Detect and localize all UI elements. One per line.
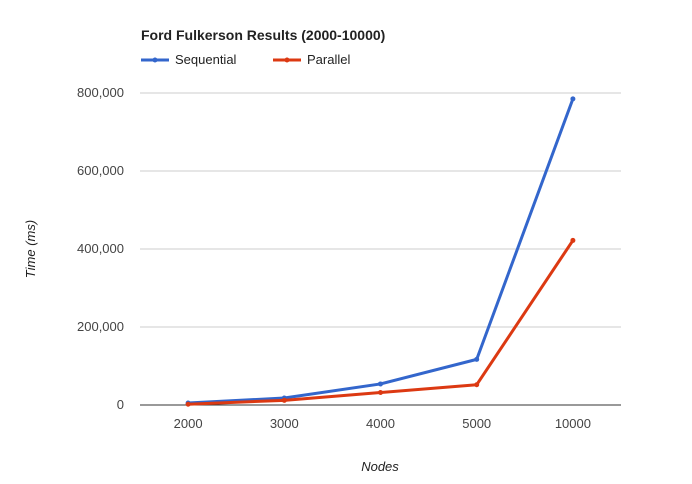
gridlines [140, 92, 621, 328]
y-tick-label: 400,000 [77, 241, 124, 256]
data-point-parallel [281, 397, 287, 403]
data-point-parallel [474, 382, 480, 388]
legend-item-parallel: Parallel [273, 52, 350, 67]
x-axis-ticks: 2000 3000 4000 5000 10000 [174, 416, 591, 431]
x-tick-label: 2000 [174, 416, 203, 431]
x-tick-label: 5000 [462, 416, 491, 431]
y-tick-label: 800,000 [77, 85, 124, 100]
y-tick-label: 600,000 [77, 163, 124, 178]
legend-marker-sequential [152, 57, 158, 63]
x-tick-label: 3000 [270, 416, 299, 431]
legend-label-sequential: Sequential [175, 52, 237, 67]
legend-marker-parallel [284, 57, 290, 63]
y-axis-ticks: 0 200,000 400,000 600,000 800,000 [77, 85, 124, 412]
legend: Sequential Parallel [141, 52, 350, 67]
data-point-parallel [185, 401, 191, 407]
data-point-sequential [570, 96, 576, 102]
data-point-sequential [378, 381, 383, 387]
x-tick-label: 4000 [366, 416, 395, 431]
legend-label-parallel: Parallel [307, 52, 350, 67]
x-tick-label: 10000 [555, 416, 591, 431]
legend-item-sequential: Sequential [141, 52, 237, 67]
x-axis-title: Nodes [361, 459, 399, 474]
chart-title: Ford Fulkerson Results (2000-10000) [141, 27, 385, 43]
series-line-parallel [188, 239, 575, 406]
data-point-sequential [474, 356, 480, 362]
data-point-parallel [378, 390, 383, 396]
y-axis-title: Time (ms) [23, 220, 38, 278]
y-tick-label: 0 [117, 397, 124, 412]
data-point-parallel [570, 237, 576, 243]
series-layer [185, 96, 576, 407]
series-line-sequential [188, 98, 575, 405]
y-tick-label: 200,000 [77, 319, 124, 334]
